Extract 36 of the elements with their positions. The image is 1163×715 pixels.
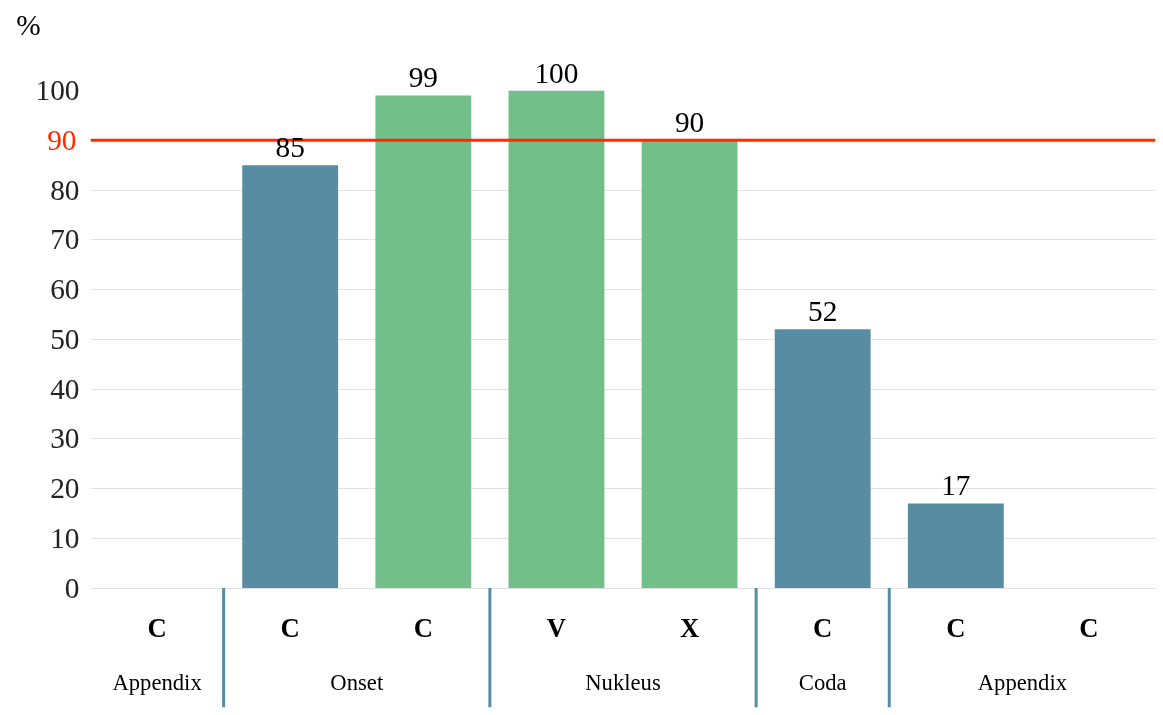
text: Onset <box>330 670 384 696</box>
x-tick-label: C <box>1079 612 1099 643</box>
bar <box>375 95 472 589</box>
y-tick-label: 40 <box>50 372 80 405</box>
data-label: 100 <box>534 56 579 89</box>
text: Appendix <box>112 670 203 696</box>
y-tick-label: 50 <box>50 322 80 355</box>
y-tick-label: 100 <box>35 74 80 106</box>
x-tick-label: X <box>679 612 700 643</box>
ref-line-label: 90 <box>47 123 77 156</box>
bar <box>508 90 605 589</box>
y-axis-title: % <box>16 8 41 41</box>
x-tick-label: C <box>147 612 167 643</box>
y-tick-label: 70 <box>50 223 80 256</box>
x-tick-label: C <box>280 612 300 643</box>
bar <box>641 140 738 589</box>
y-tick-label: 30 <box>50 422 80 455</box>
y-tick-label: 10 <box>50 521 80 554</box>
data-label: 17 <box>941 469 971 502</box>
bar <box>774 329 871 589</box>
y-tick-label: 20 <box>50 472 80 505</box>
x-tick-label: C <box>413 612 433 643</box>
text: Appendix <box>977 670 1068 696</box>
bar <box>242 165 339 589</box>
y-tick-label: 0 <box>64 571 80 604</box>
y-tick-label: 60 <box>50 273 80 306</box>
data-label: 99 <box>408 61 438 94</box>
data-label: 52 <box>808 295 838 328</box>
data-label: 90 <box>674 106 705 139</box>
x-tick-label: C <box>946 612 966 643</box>
x-tick-label: V <box>546 612 567 643</box>
y-tick-label: 80 <box>50 173 80 206</box>
text: Coda <box>798 670 847 696</box>
text: Nukleus <box>585 670 661 696</box>
bar <box>907 503 1004 589</box>
x-tick-label: C <box>813 612 833 643</box>
